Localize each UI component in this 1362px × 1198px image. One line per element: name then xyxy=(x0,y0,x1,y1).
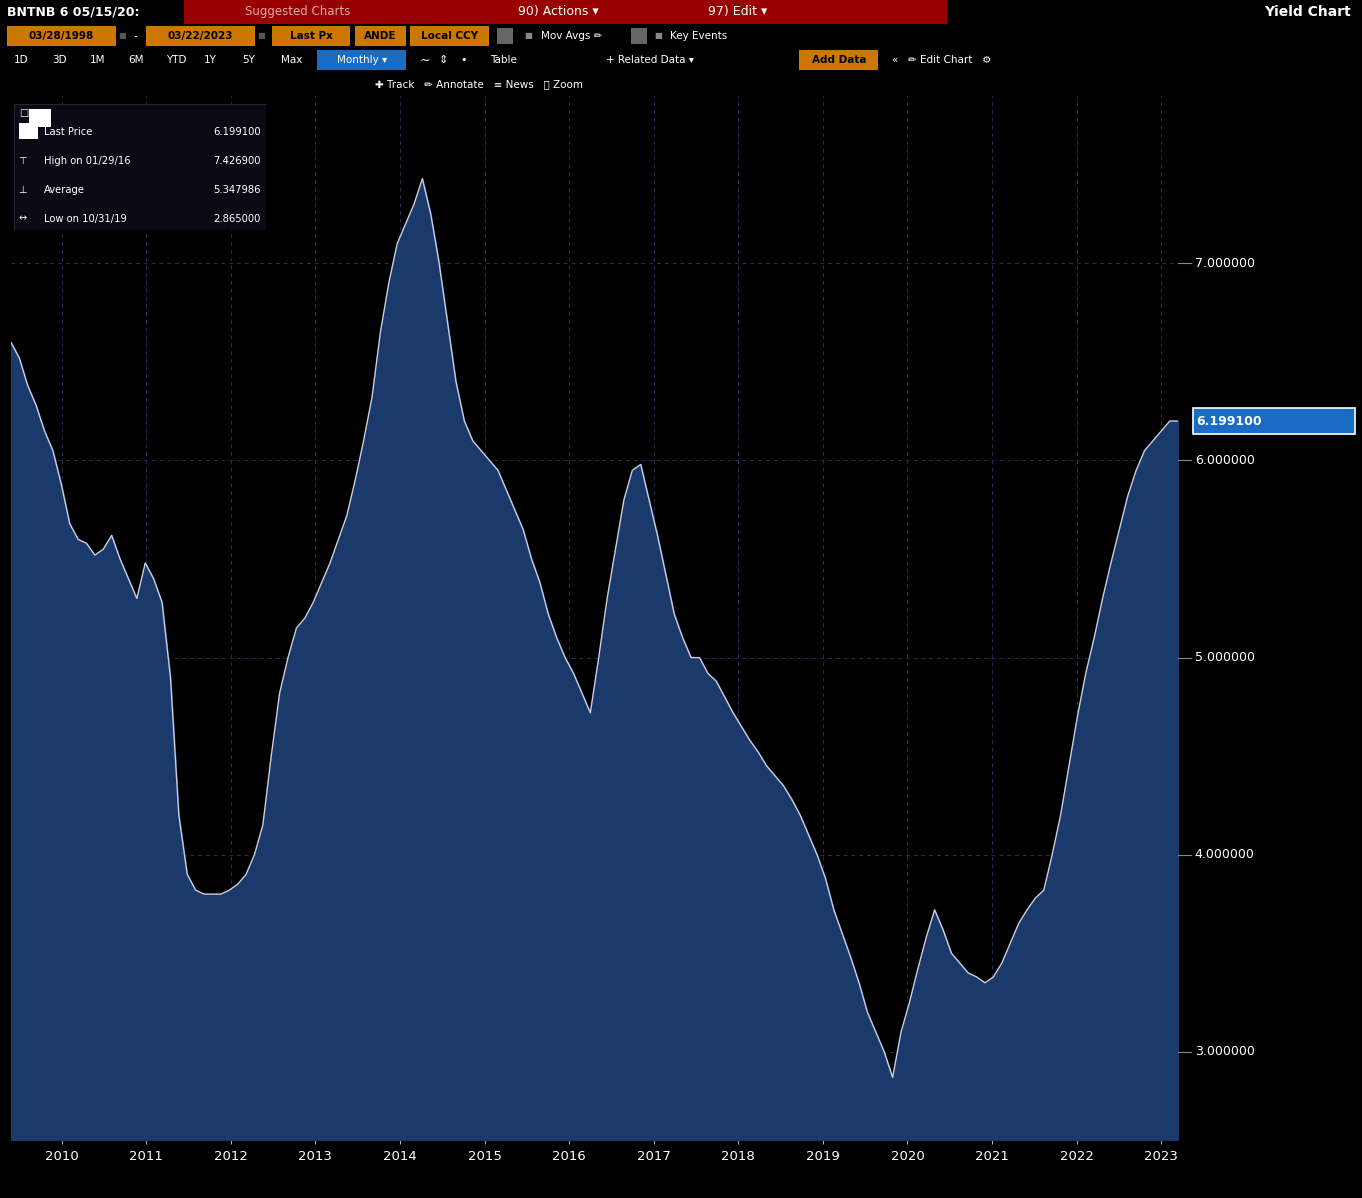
Bar xyxy=(19,123,38,139)
Text: Low on 10/31/19: Low on 10/31/19 xyxy=(44,213,127,224)
Text: 90) Actions ▾: 90) Actions ▾ xyxy=(518,6,598,18)
Text: ■: ■ xyxy=(654,31,662,41)
Text: Last Price: Last Price xyxy=(44,127,93,137)
Bar xyxy=(355,26,406,46)
Text: 7.426900: 7.426900 xyxy=(212,156,260,165)
Text: ANDE: ANDE xyxy=(365,31,396,41)
Text: 1M: 1M xyxy=(90,55,105,65)
Text: 03/28/1998: 03/28/1998 xyxy=(29,31,94,41)
Text: 5Y: 5Y xyxy=(242,55,255,65)
Text: 5.000000: 5.000000 xyxy=(1194,651,1254,664)
Text: Yield Chart: Yield Chart xyxy=(1264,5,1351,19)
Text: Local CCY: Local CCY xyxy=(421,31,478,41)
Text: ⊥: ⊥ xyxy=(19,184,27,195)
Text: Table: Table xyxy=(490,55,518,65)
Bar xyxy=(631,28,647,44)
Text: □: □ xyxy=(19,108,27,119)
Text: YTD: YTD xyxy=(166,55,187,65)
Text: Key Events: Key Events xyxy=(670,31,727,41)
Text: ⇕: ⇕ xyxy=(439,55,448,65)
Text: 6M: 6M xyxy=(128,55,143,65)
FancyBboxPatch shape xyxy=(1193,409,1355,434)
Text: ■: ■ xyxy=(118,31,127,41)
Bar xyxy=(29,109,52,127)
Text: 97) Edit ▾: 97) Edit ▾ xyxy=(708,6,768,18)
Text: 7.000000: 7.000000 xyxy=(1194,256,1254,270)
Bar xyxy=(317,50,406,69)
Text: Mov Avgs ✏: Mov Avgs ✏ xyxy=(541,31,602,41)
Text: ■: ■ xyxy=(257,31,266,41)
Text: + Related Data ▾: + Related Data ▾ xyxy=(606,55,695,65)
Text: 2.865000: 2.865000 xyxy=(214,213,260,224)
Text: 3D: 3D xyxy=(52,55,67,65)
Text: Average: Average xyxy=(44,184,84,195)
Text: ⊤: ⊤ xyxy=(19,156,27,165)
Text: «   ✏ Edit Chart   ⚙: « ✏ Edit Chart ⚙ xyxy=(892,55,992,65)
Text: •: • xyxy=(460,55,467,65)
Bar xyxy=(799,50,878,69)
Text: High on 01/29/16: High on 01/29/16 xyxy=(44,156,131,165)
Text: 03/22/2023: 03/22/2023 xyxy=(168,31,233,41)
Text: Last Px: Last Px xyxy=(290,31,332,41)
Bar xyxy=(410,26,489,46)
Text: -: - xyxy=(133,31,138,41)
Text: 4.000000: 4.000000 xyxy=(1194,848,1254,861)
Bar xyxy=(272,26,350,46)
Text: ✚ Track   ✏ Annotate   ≡ News   🔍 Zoom: ✚ Track ✏ Annotate ≡ News 🔍 Zoom xyxy=(375,79,583,89)
Text: 1Y: 1Y xyxy=(204,55,217,65)
Text: Monthly ▾: Monthly ▾ xyxy=(338,55,387,65)
Text: BNTNB 6 05/15/20:: BNTNB 6 05/15/20: xyxy=(7,6,139,18)
Text: Add Data: Add Data xyxy=(812,55,866,65)
Text: 6.000000: 6.000000 xyxy=(1194,454,1254,467)
Text: 3.000000: 3.000000 xyxy=(1194,1046,1254,1058)
Text: Max: Max xyxy=(281,55,302,65)
Text: 6.199100: 6.199100 xyxy=(212,127,260,137)
Text: 6.199100: 6.199100 xyxy=(1196,415,1263,428)
Bar xyxy=(146,26,255,46)
Text: 1D: 1D xyxy=(14,55,29,65)
Bar xyxy=(184,0,947,24)
Text: Suggested Charts: Suggested Charts xyxy=(245,6,350,18)
Text: 5.347986: 5.347986 xyxy=(212,184,260,195)
Bar xyxy=(497,28,513,44)
Text: ■: ■ xyxy=(524,31,533,41)
Text: ∼: ∼ xyxy=(419,54,430,66)
Text: ↔: ↔ xyxy=(19,213,27,224)
Bar xyxy=(7,26,116,46)
